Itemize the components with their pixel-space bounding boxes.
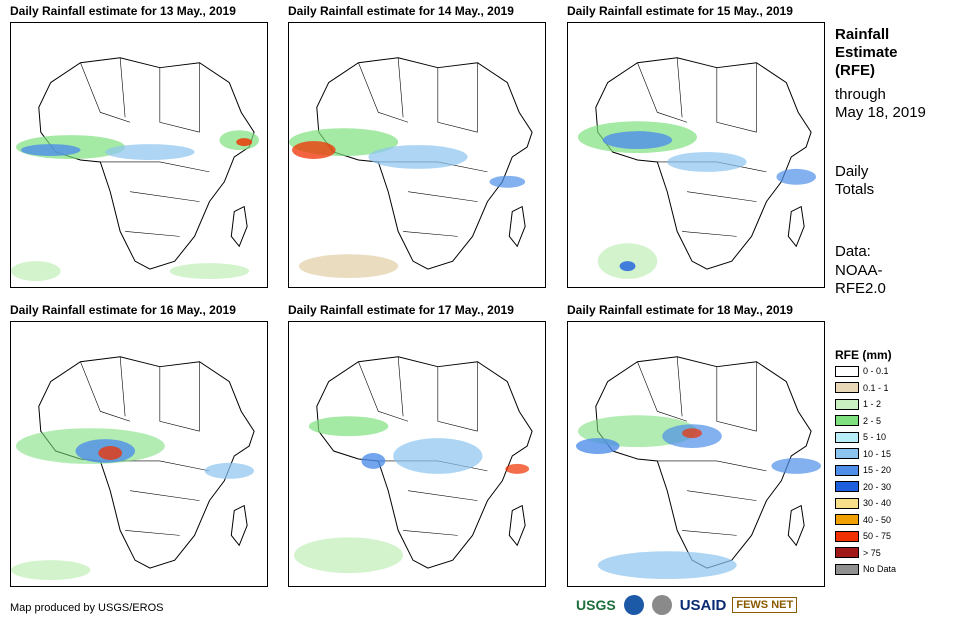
legend-swatch [835,382,859,393]
side-data-source-2: RFE2.0 [835,280,886,297]
credit-text: Map produced by USGS/EROS [10,602,164,614]
legend-label: 50 - 75 [863,531,892,541]
fews-net-logo: FEWS NET [732,597,798,613]
legend-item: 15 - 20 [835,464,891,476]
panel-title-1: Daily Rainfall estimate for 13 May., 201… [10,4,236,18]
logo-strip: USGS USAID FEWS NET [576,595,798,615]
side-title-estimate: Estimate [835,44,898,61]
legend-item: 5 - 10 [835,431,886,443]
side-title-rainfall: Rainfall [835,26,890,43]
usaid-logo: USAID [679,596,727,614]
panel-title-6: Daily Rainfall estimate for 18 May., 201… [567,303,793,317]
side-title-rfe: (RFE) [835,62,875,79]
legend-item: 40 - 50 [835,514,891,526]
legend-swatch [835,415,859,426]
legend-item: No Data [835,563,896,575]
rainfall-map-svg-3 [577,57,817,280]
side-date: May 18, 2019 [835,104,926,121]
legend-swatch [835,464,859,476]
side-data-label: Data: [835,243,871,260]
panel-title-5: Daily Rainfall estimate for 17 May., 201… [288,303,514,317]
rainfall-map-svg-4 [11,356,255,581]
usgs-logo: USGS [576,597,616,613]
rainfall-map-3 [567,22,825,288]
legend-label: 5 - 10 [863,432,887,442]
side-daily: Daily [835,163,869,180]
legend-swatch [835,514,859,525]
rainfall-map-svg-1 [11,57,260,282]
legend-label: 10 - 15 [863,448,892,459]
africa-outline [316,356,533,569]
rainfall-map-4 [10,321,268,587]
legend-item: 10 - 15 [835,448,891,460]
legend-item: 50 - 75 [835,530,891,542]
legend-label: 1 - 2 [863,399,882,409]
legend-label: 30 - 40 [863,498,892,508]
legend-swatch [835,563,859,575]
legend-item: 0 - 0.1 [835,365,889,377]
legend-item: 2 - 5 [835,415,881,427]
legend-swatch [835,530,859,542]
legend-swatch [835,481,859,492]
legend-item: 0.1 - 1 [835,382,889,394]
legend-swatch [835,547,859,558]
usaid-seal-logo [651,595,672,615]
legend-item: 1 - 2 [835,398,881,410]
side-through: through [835,86,886,103]
africa-outline [38,57,255,270]
legend-swatch [835,365,859,377]
panel-title-2: Daily Rainfall estimate for 14 May., 201… [288,4,514,18]
legend-label: > 75 [863,547,881,558]
rainfall-map-6 [567,321,825,587]
legend-label: 20 - 30 [863,481,892,492]
legend-item: > 75 [835,547,881,559]
rainfall-map-2 [288,22,546,288]
legend-swatch [835,398,859,410]
africa-outline [595,356,812,569]
legend-label: 15 - 20 [863,465,892,475]
legend-swatch [835,497,859,509]
rainfall-map-svg-2 [289,57,533,279]
rainfall-map-1 [10,22,268,288]
rainfall-map-svg-5 [293,356,533,574]
side-totals: Totals [835,181,875,198]
legend-swatch [835,431,859,443]
legend-item: 20 - 30 [835,481,891,493]
panel-title-4: Daily Rainfall estimate for 16 May., 201… [10,303,236,317]
legend-label: 40 - 50 [863,514,892,525]
legend-swatch [835,448,859,459]
legend-label: 2 - 5 [863,415,882,426]
legend-label: 0 - 0.1 [863,366,889,376]
legend-label: No Data [863,564,897,574]
rainfall-map-svg-6 [575,356,822,580]
side-data-source-1: NOAA- [835,262,883,279]
rainfall-map-5 [288,321,546,587]
noaa-logo [623,595,644,615]
legend-title: RFE (mm) [835,348,892,362]
panel-title-3: Daily Rainfall estimate for 15 May., 201… [567,4,793,18]
legend-item: 30 - 40 [835,497,891,509]
legend-label: 0.1 - 1 [863,382,889,393]
